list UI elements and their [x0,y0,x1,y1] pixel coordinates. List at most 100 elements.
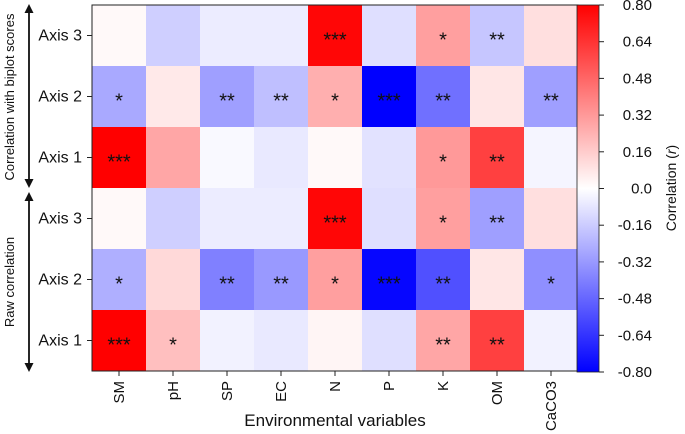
significance-marks: *** * *** ** ** * *** ** ***** * ***** * *** ** ** * ***… [107,30,559,357]
heatmap-cell [362,66,417,128]
colorbar-title: Correlation (r) [663,145,679,231]
group-bracket-raw: Raw correlation [2,192,34,372]
heatmap-cell [146,249,201,311]
row-label: Axis 1 [38,150,82,167]
row-label: Axis 3 [38,211,82,228]
heatmap-cell [254,310,309,372]
heatmap-cell [254,188,309,250]
heatmap-cell [470,5,525,67]
heatmap-cell [524,127,579,189]
heatmap-cell [524,249,579,311]
heatmap-cell [416,310,471,372]
significance-mark: ** [435,335,451,357]
heatmap-cell [308,310,363,372]
significance-mark: ** [489,335,505,357]
column-label: SP [219,381,236,401]
heatmap-cell [524,310,579,372]
heatmap-cell [92,310,147,372]
colorbar-title-close: ) [663,145,679,150]
group-bracket-biplot: Correlation with biplot scores [2,4,34,188]
column-label: OM [489,381,506,405]
column-label: EC [273,381,290,402]
significance-mark: ** [489,152,505,174]
group-bracket-raw-arrow-down [24,363,34,372]
significance-mark: ** [435,91,451,113]
heatmap-cell [362,188,417,250]
group-bracket-raw-arrow-up [24,192,34,201]
heatmap-cell [308,5,363,67]
column-label: P [381,381,398,391]
column-label: SM [111,381,128,404]
column-label: pH [165,381,182,400]
colorbar-ticks: 0.80 0.64 0.48 0.32 0.16 0.0 -0.16 -0.32 -0.48 -0… [599,0,652,381]
colorbar-title-text: Correlation ( [663,154,679,231]
column-label: CaCO3 [543,381,560,431]
row-label: Axis 2 [38,89,82,106]
row-labels: Axis 3 Axis 2 Axis 1 Axis 3 Axis 2 Axis 1 [38,28,92,350]
significance-mark: *** [377,91,401,113]
colorbar-tick-label: -0.16 [618,217,652,234]
heatmap-cell [524,5,579,67]
heatmap-cell [92,127,147,189]
significance-mark: *** [323,30,347,52]
colorbar-tick-label: -0.80 [618,364,652,381]
heatmap-cell [146,5,201,67]
heatmap-cell [146,127,201,189]
colorbar-tick-label: 0.16 [623,144,652,161]
colorbar-title-symbol: r [663,148,679,154]
significance-mark: ** [273,91,289,113]
heatmap-cell [416,127,471,189]
row-label: Axis 2 [38,272,82,289]
heatmap-cell [416,5,471,67]
heatmap-cell [362,5,417,67]
heatmap-cell [362,310,417,372]
heatmap-cell [308,66,363,128]
significance-mark: *** [107,335,131,357]
heatmap-cell [254,249,309,311]
significance-mark: ** [489,213,505,235]
significance-mark: ** [273,274,289,296]
significance-mark: ** [435,274,451,296]
significance-mark: * [331,274,339,296]
heatmap-cell [92,188,147,250]
colorbar-tick-label: 0.48 [623,70,652,87]
significance-mark: ** [219,91,235,113]
row-label: Axis 3 [38,28,82,45]
colorbar [576,4,600,373]
significance-mark: *** [107,152,131,174]
heatmap-cell [524,188,579,250]
heatmap-cell [200,310,255,372]
heatmap-cell [308,127,363,189]
group-label-biplot: Correlation with biplot scores [2,13,17,180]
significance-mark: * [115,91,123,113]
significance-mark: ** [489,30,505,52]
heatmap-cell [200,5,255,67]
heatmap-cell [92,5,147,67]
colorbar-tick-label: 0.0 [631,181,652,198]
heatmap-cell [146,310,201,372]
row-label: Axis 1 [38,333,82,350]
heatmap-cell [470,66,525,128]
heatmap-cell [308,188,363,250]
significance-mark: * [439,152,447,174]
significance-mark: ** [543,91,559,113]
significance-mark: ** [219,274,235,296]
colorbar-tick-label: -0.32 [618,254,652,271]
heatmap-cell [254,5,309,67]
heatmap-cell [470,310,525,372]
significance-mark: * [331,91,339,113]
colorbar-tick-label: 0.32 [623,107,652,124]
x-axis-title: Environmental variables [244,411,425,430]
significance-mark: *** [323,213,347,235]
heatmap-cell [146,188,201,250]
heatmap-cell [362,249,417,311]
colorbar-tick-label: -0.64 [618,327,652,344]
significance-mark: * [547,274,555,296]
heatmap-cell [416,66,471,128]
heatmap-cell [92,66,147,128]
heatmap-cell [254,66,309,128]
heatmap-cells [92,5,579,372]
heatmap-cell [92,249,147,311]
colorbar-tick-label: 0.80 [623,0,652,14]
